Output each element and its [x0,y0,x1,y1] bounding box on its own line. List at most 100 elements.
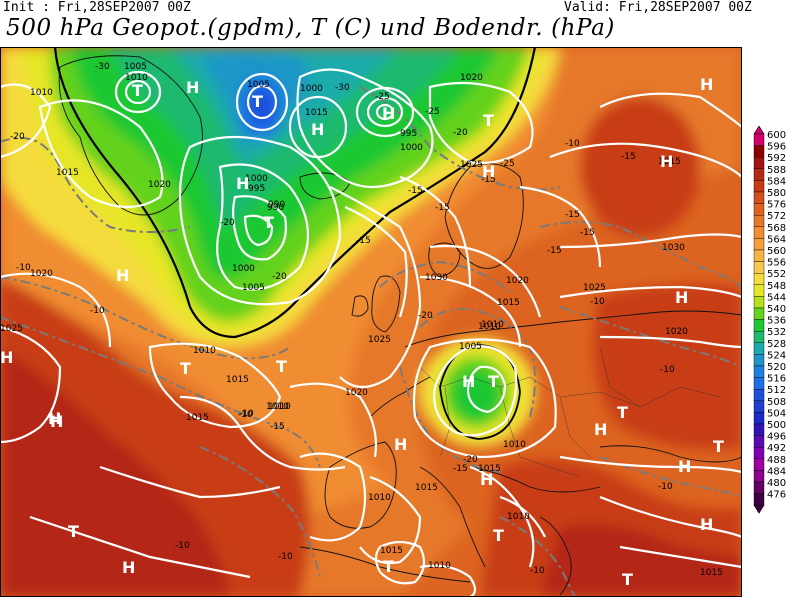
center-marker: T [263,213,274,232]
legend-label: 564 [767,234,786,245]
init-time: Init : Fri,28SEP2007 00Z [3,0,191,15]
legend-label: 592 [767,153,786,164]
isobar-label: 1015 [497,298,520,308]
isobar-label: 1010 [428,561,451,571]
legend-arrow-bottom [753,504,765,514]
isobar-label: 1025 [368,335,391,345]
isobar-label: 1020 [345,388,368,398]
legend-swatch [753,191,765,204]
isotherm-label: -10 [660,365,675,375]
legend-swatch [753,214,765,227]
legend-swatch [753,458,765,471]
center-marker: H [122,558,135,577]
center-marker: H [678,457,691,476]
color-legend: 6005965925885845805765725685645605565525… [753,126,786,514]
center-marker: T [252,92,263,111]
isobar-label: 1015 [380,546,403,556]
isobar-label: 1010 [193,346,216,356]
legend-label: 480 [767,478,786,489]
center-marker: T [383,557,394,576]
isobar-label: 1015 [415,483,438,493]
isobar-label: 1020 [665,327,688,337]
geopotential-field: 1005 1010 1010 1015 1020 1020 1025 1000 … [0,47,742,597]
legend-swatch [753,203,765,216]
legend-swatch [753,133,765,146]
center-marker: T [617,403,628,422]
legend-swatch [753,342,765,355]
legend-swatch [753,180,765,193]
center-marker: H [394,435,407,454]
isotherm-label: -15 [356,236,371,246]
center-marker: H [236,174,249,193]
contour-552 [53,47,537,339]
isobar-label: 1000 [400,143,423,153]
isotherm-label: -15 [435,203,450,213]
isotherm-label: -10 [238,410,253,420]
legend-swatch [753,296,765,309]
isotherm-label: -15 [481,175,496,185]
legend-swatch [753,470,765,483]
pressure-centers: T H T H H T H H T H T T H H H T H T H H … [0,75,724,589]
isobar-label: 1010 [268,402,291,412]
isotherm-label: -10 [530,566,545,576]
isobar-label: 990 [268,200,285,210]
legend-swatch [753,249,765,262]
isotherm-label: -10 [239,409,254,419]
isotherm-label: -25 [425,107,440,117]
legend-swatch [753,157,765,170]
legend-label: 484 [767,466,786,477]
isobar-label: 1010 [503,440,526,450]
isobar-label: 1020 [148,180,171,190]
center-marker: T [132,81,143,100]
legend-swatch [753,261,765,274]
center-marker: H [675,288,688,307]
center-marker: H [311,120,324,139]
isobar-label: 1015 [305,108,328,118]
center-marker: T [483,111,494,130]
isotherm-label: -10 [278,552,293,562]
isotherm-label: -10 [90,306,105,316]
valid-time: Valid: Fri,28SEP2007 00Z [564,0,752,15]
center-marker: T [713,437,724,456]
isobar-label: 1000 [245,174,268,184]
center-marker: H [700,75,713,94]
center-marker: H [462,372,475,391]
isobar-label: 1010 [30,88,53,98]
isobar-label: 1020 [506,276,529,286]
isobar-label: 1010 [368,493,391,503]
legend-swatch [753,226,765,239]
isobar-label: 1015 [226,375,249,385]
legend-label: 536 [767,316,786,327]
isobar-label: 995 [400,129,417,139]
legend-label: 524 [767,350,786,361]
isobar-label: 1010 [481,320,504,330]
legend-label: 576 [767,200,786,211]
isotherm-label: -10 [565,139,580,149]
legend-label: 476 [767,490,786,501]
isobar-label: 1005 [247,80,270,90]
isobar-label: 1025 [583,283,606,293]
center-marker: H [594,420,607,439]
legend-label: 584 [767,176,786,187]
isotherm-label: -15 [565,210,580,220]
center-marker: T [180,359,191,378]
legend-swatch [753,238,765,251]
isotherm-label: -15 [270,422,285,432]
isotherm-label: -10 [175,541,190,551]
isobar-label: 1015 [658,157,681,167]
legend-swatch [753,365,765,378]
legend-swatch [753,400,765,413]
center-marker: H [480,470,493,489]
legend-swatch [753,354,765,367]
legend-swatch [753,284,765,297]
legend-label: 520 [767,362,786,373]
legend-label: 532 [767,327,786,338]
legend-label: 544 [767,292,786,303]
isobar-label: 1015 [186,413,209,423]
legend-label: 548 [767,281,786,292]
legend-swatch [753,272,765,285]
legend-swatch [753,447,765,460]
center-marker: H [186,78,199,97]
center-marker: T [622,570,633,589]
legend-label: 556 [767,258,786,269]
